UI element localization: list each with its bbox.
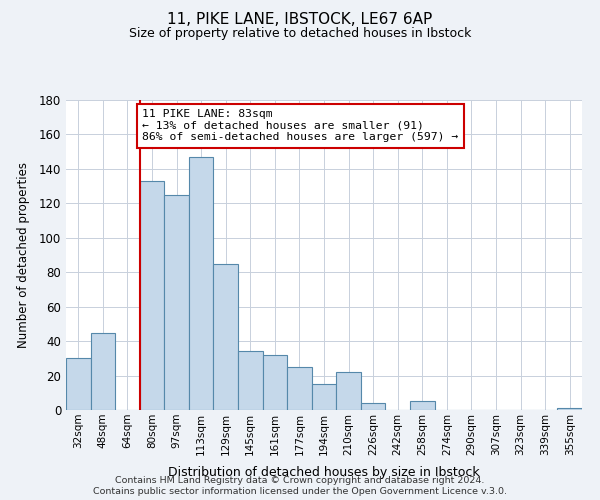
Y-axis label: Number of detached properties: Number of detached properties <box>17 162 31 348</box>
Bar <box>557 408 582 410</box>
Bar <box>91 332 115 410</box>
Text: 11 PIKE LANE: 83sqm
← 13% of detached houses are smaller (91)
86% of semi-detach: 11 PIKE LANE: 83sqm ← 13% of detached ho… <box>142 110 458 142</box>
Bar <box>66 358 91 410</box>
Text: Contains HM Land Registry data © Crown copyright and database right 2024.: Contains HM Land Registry data © Crown c… <box>115 476 485 485</box>
Bar <box>263 355 287 410</box>
Bar <box>189 157 214 410</box>
Bar <box>410 402 434 410</box>
Bar <box>361 403 385 410</box>
Bar <box>287 367 312 410</box>
Bar <box>164 194 189 410</box>
Bar <box>336 372 361 410</box>
X-axis label: Distribution of detached houses by size in Ibstock: Distribution of detached houses by size … <box>168 466 480 479</box>
Bar <box>214 264 238 410</box>
Text: Size of property relative to detached houses in Ibstock: Size of property relative to detached ho… <box>129 28 471 40</box>
Text: Contains public sector information licensed under the Open Government Licence v.: Contains public sector information licen… <box>93 488 507 496</box>
Bar <box>140 181 164 410</box>
Text: 11, PIKE LANE, IBSTOCK, LE67 6AP: 11, PIKE LANE, IBSTOCK, LE67 6AP <box>167 12 433 28</box>
Bar <box>238 352 263 410</box>
Bar <box>312 384 336 410</box>
